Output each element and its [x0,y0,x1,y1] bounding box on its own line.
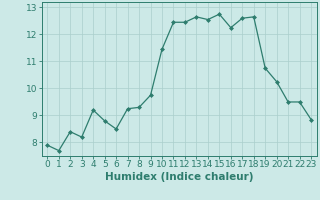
X-axis label: Humidex (Indice chaleur): Humidex (Indice chaleur) [105,172,253,182]
